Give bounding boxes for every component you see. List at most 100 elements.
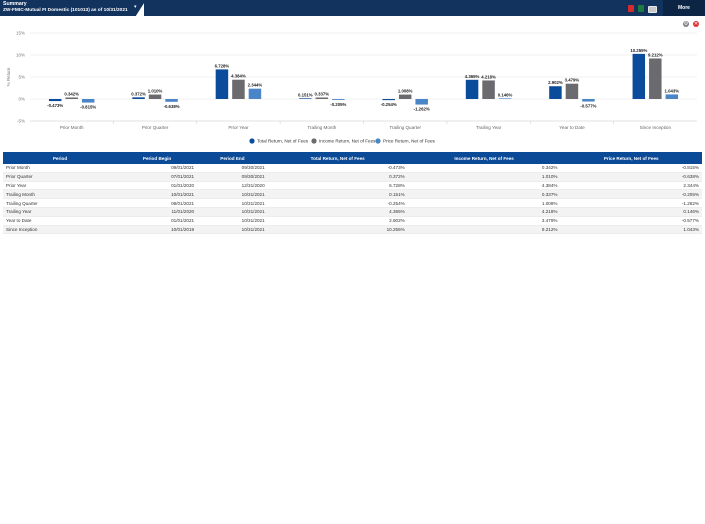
cell-period: Year to Date	[3, 216, 117, 226]
y-tick-label: 5%	[18, 75, 25, 80]
cell-total-return: 10.255%	[267, 225, 408, 235]
data-label: 9.212%	[648, 52, 663, 57]
column-header-period[interactable]: Period	[3, 152, 117, 164]
data-label: 0.146%	[498, 92, 513, 97]
chevron-down-icon[interactable]: ▾	[134, 4, 137, 10]
excel-icon[interactable]	[638, 5, 644, 12]
data-label: 2.902%	[548, 80, 563, 85]
legend-label: Price Return, Net of Fees	[383, 139, 436, 144]
table-row: Since Inception 10/01/2019 10/31/2021 10…	[3, 225, 702, 235]
cell-income-return: 4.218%	[407, 207, 561, 217]
legend-marker	[311, 138, 317, 144]
account-selector[interactable]	[0, 0, 146, 16]
cell-period: Trailing Year	[3, 207, 117, 217]
data-label: -0.815%	[80, 105, 96, 110]
column-header-income-return[interactable]: Income Return, Net of Fees	[407, 152, 561, 164]
data-label: -0.577%	[580, 104, 596, 109]
more-button[interactable]: More	[663, 0, 705, 16]
bar	[482, 80, 495, 99]
cell-price-return: -0.205%	[560, 189, 702, 200]
cell-period-begin: 09/01/2021	[117, 164, 198, 173]
bar	[632, 53, 646, 99]
legend-label: Income Return, Net of Fees	[319, 139, 376, 144]
cell-price-return: -0.638%	[560, 172, 702, 182]
cell-price-return: -1.262%	[560, 198, 702, 208]
column-header-total-return[interactable]: Total Return, Net of Fees	[267, 152, 408, 164]
cell-total-return: 6.728%	[267, 181, 408, 191]
legend-marker	[375, 138, 381, 144]
data-label: -1.262%	[414, 107, 430, 112]
header-bar: Summary ZW-FMIC-Mutual FI Domestic (1010…	[0, 0, 705, 16]
data-label: 10.255%	[630, 48, 647, 53]
table-row: Trailing Year 11/01/2020 10/31/2021 4.36…	[3, 207, 702, 217]
cell-period-begin: 01/01/2021	[117, 216, 198, 226]
x-tick-label: Since Inception	[640, 125, 672, 130]
data-label: 4.218%	[481, 74, 496, 79]
table-row: Year to Date 01/01/2021 10/31/2021 2.902…	[3, 216, 702, 226]
cell-total-return: 4.365%	[267, 207, 408, 217]
column-header-price-return[interactable]: Price Return, Net of Fees	[560, 152, 702, 164]
x-tick-label: Prior Month	[60, 125, 84, 130]
y-tick-label: 15%	[16, 31, 25, 36]
bar	[148, 94, 162, 99]
bar	[415, 99, 428, 105]
cell-period: Prior Month	[3, 164, 117, 173]
cell-total-return: -0.473%	[267, 164, 408, 173]
bar	[382, 99, 395, 101]
cell-total-return: -0.254%	[267, 198, 408, 208]
data-label: 2.344%	[248, 83, 263, 88]
cell-period-begin: 01/01/2020	[117, 181, 198, 191]
account-title[interactable]: ZW-FMIC-Mutual FI Domestic (101013) as o…	[3, 8, 128, 13]
bar	[132, 97, 145, 99]
cell-period-end: 10/31/2021	[197, 207, 268, 217]
cell-price-return: -0.815%	[560, 164, 702, 173]
cell-income-return: 1.010%	[407, 172, 561, 182]
bar	[665, 94, 679, 99]
cell-period-begin: 10/01/2021	[117, 189, 198, 200]
bar	[315, 97, 329, 99]
data-label: 0.372%	[131, 91, 146, 96]
cell-income-return: 4.384%	[407, 181, 561, 191]
bar	[65, 97, 78, 99]
data-label: 4.365%	[465, 74, 480, 79]
cell-period-end: 09/30/2021	[197, 164, 268, 173]
bar	[582, 99, 595, 102]
pdf-icon[interactable]	[628, 5, 634, 12]
data-label: 6.728%	[215, 63, 230, 68]
gear-icon[interactable]: ⚙	[683, 21, 689, 27]
x-tick-label: Trailing Year	[476, 125, 502, 130]
cell-period: Prior Year	[3, 181, 117, 191]
close-icon[interactable]: ✕	[693, 21, 699, 27]
bar	[565, 83, 579, 99]
legend-label: Total Return, Net of Fees	[257, 139, 309, 144]
y-axis-label: % Return	[6, 67, 11, 86]
cell-period-begin: 10/01/2019	[117, 225, 198, 235]
column-header-period-end[interactable]: Period End	[197, 152, 268, 164]
cell-period-end: 12/31/2020	[197, 181, 268, 191]
data-label: 1.010%	[148, 89, 163, 94]
cell-total-return: 2.902%	[267, 216, 408, 226]
bar	[549, 86, 562, 99]
table-row: Prior Quarter 07/01/2021 09/30/2021 0.37…	[3, 172, 702, 182]
cell-period: Trailing Quarter	[3, 198, 117, 208]
bar	[165, 99, 178, 102]
bar	[649, 58, 662, 99]
data-label: -0.254%	[381, 102, 397, 107]
bar	[48, 99, 62, 102]
cell-period: Trailing Month	[3, 189, 117, 200]
table-row: Trailing Month 10/01/2021 10/31/2021 0.1…	[3, 189, 702, 200]
cell-income-return: 1.008%	[407, 198, 561, 208]
bar	[215, 69, 229, 99]
data-label: -0.638%	[164, 104, 180, 109]
print-icon[interactable]	[648, 6, 657, 13]
table-row: Prior Month 09/01/2021 09/30/2021 -0.473…	[3, 164, 702, 173]
cell-income-return: 0.337%	[407, 189, 561, 200]
bar	[398, 94, 412, 99]
column-header-period-begin[interactable]: Period Begin	[117, 152, 198, 164]
cell-period-end: 10/31/2021	[197, 225, 268, 235]
x-tick-label: Year to Date	[559, 125, 585, 130]
cell-price-return: -0.577%	[560, 216, 702, 226]
table-header-row: Period Period Begin Period End Total Ret…	[3, 152, 702, 164]
bar	[248, 88, 262, 99]
y-tick-label: -5%	[17, 119, 25, 124]
